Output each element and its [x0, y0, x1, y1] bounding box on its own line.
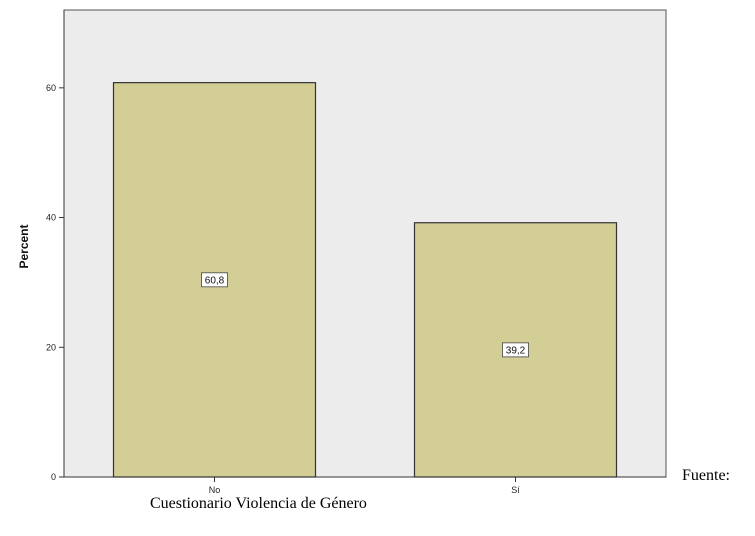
- y-axis-title: Percent: [17, 224, 31, 268]
- x-tick-label: Sí: [511, 485, 520, 495]
- y-tick-label: 20: [46, 342, 56, 352]
- y-axis: 0 20 40 60: [46, 10, 65, 482]
- bars: 60,8 39,2: [112, 82, 618, 478]
- data-label-box: [201, 272, 228, 288]
- y-tick-label: 40: [46, 213, 56, 223]
- source-text: Cuestionario Violencia de Género: [150, 495, 367, 512]
- data-label-box: [502, 342, 529, 358]
- x-axis: No Sí: [64, 476, 666, 495]
- data-label: 60,8: [205, 275, 225, 286]
- y-tick-label: 0: [51, 472, 56, 482]
- x-tick-label: No: [209, 485, 221, 495]
- data-label: 39,2: [506, 345, 526, 356]
- source-label: Fuente:: [682, 467, 730, 484]
- y-tick-label: 60: [46, 83, 56, 93]
